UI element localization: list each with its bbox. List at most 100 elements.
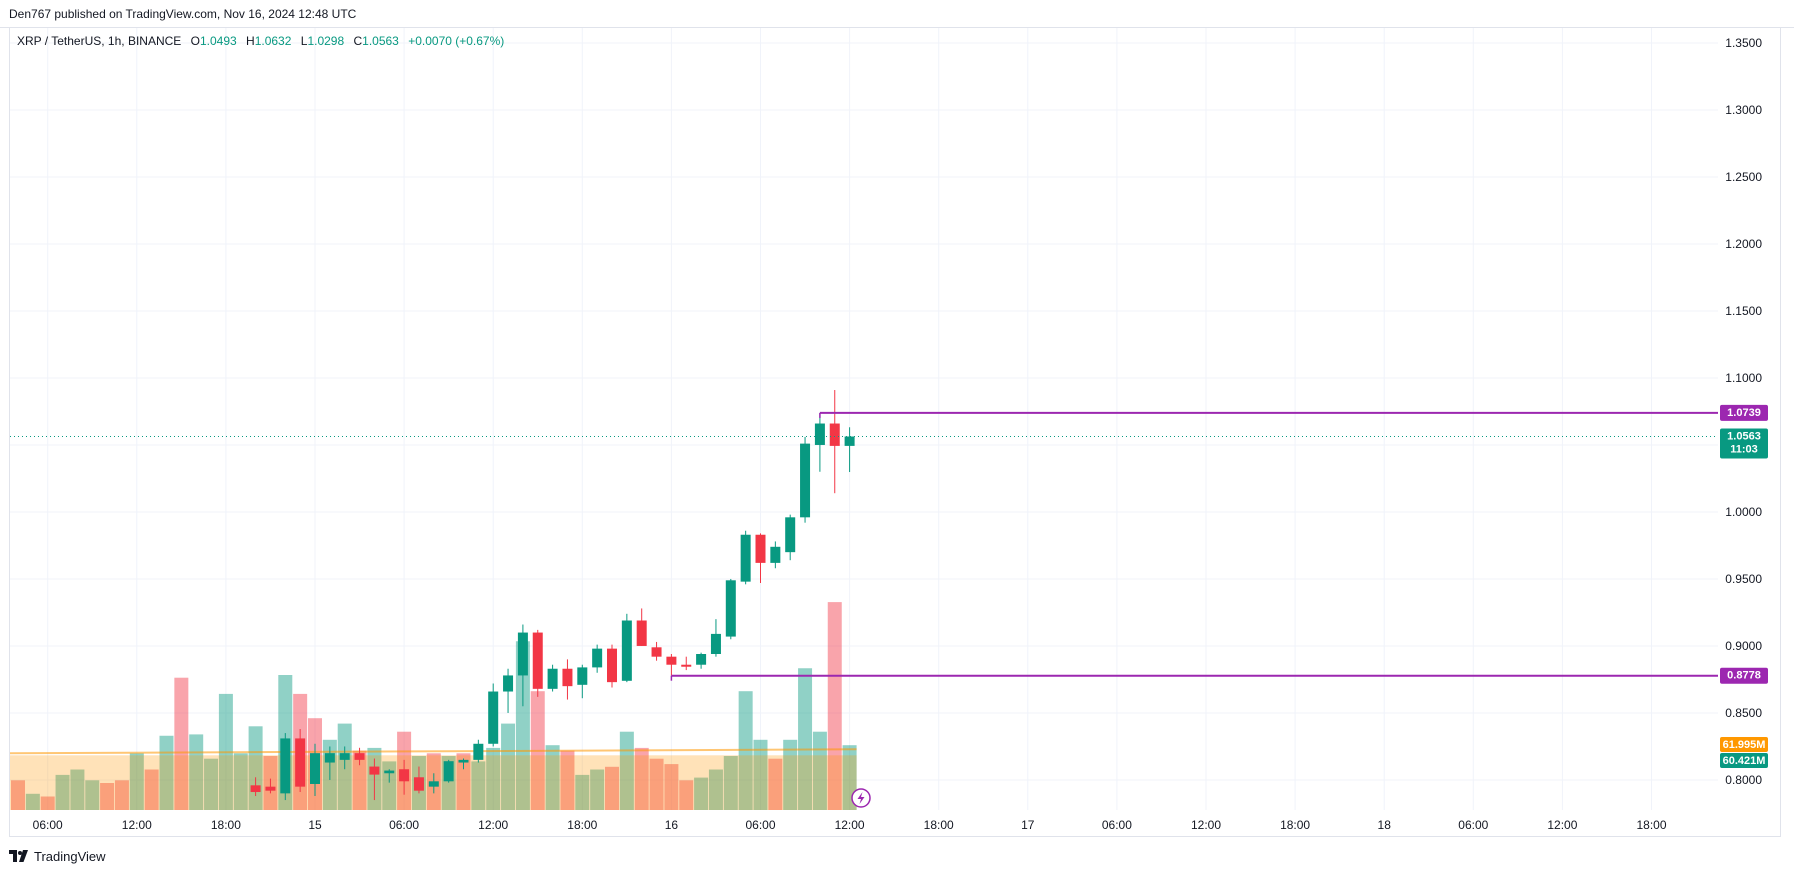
candle-body [814,423,825,445]
level-badge [1720,667,1768,684]
candle [310,743,320,797]
level-badge-text: 0.8778 [1727,670,1761,682]
volume-bar [40,796,55,810]
chart-frame[interactable] [9,27,1781,837]
time-tick-label: 12:00 [1191,818,1221,832]
candle [250,777,261,797]
time-tick-label: 12:00 [122,818,152,832]
candle-body [265,786,276,791]
volume-bar [100,783,115,810]
candle-body [413,777,424,791]
price-tick-label: 1.3000 [1725,103,1762,117]
candle-body [532,632,543,689]
candle [354,747,365,766]
volume-bar [708,769,723,810]
candle-body [844,436,855,446]
candle-body [295,738,306,787]
open-label: O [190,34,200,48]
time-tick-label: 06:00 [33,818,63,832]
candle-body [740,534,751,582]
candle-body [250,785,261,793]
publisher-note: Den767 published on TradingView.com, Nov… [9,7,357,21]
footer-brand[interactable]: TradingView [34,848,106,864]
volume-bar [174,677,189,810]
price-tick-label: 0.8500 [1725,706,1762,720]
price-tick-label: 1.3500 [1725,36,1762,50]
price-tick-label: 1.2500 [1725,170,1762,184]
candle [725,578,736,640]
candle-body [621,620,632,681]
price-tick-label: 1.2000 [1725,237,1762,251]
volume-bar [723,756,738,810]
candle [755,533,766,583]
volume-bar [204,758,219,810]
candle [532,629,543,697]
open-value: 1.0493 [199,34,237,48]
candle-body [310,753,320,784]
volume-badge-text: 60.421M [1723,755,1766,767]
time-tick-label: 12:00 [1547,818,1577,832]
change-value: +0.0070 (+0.67%) [408,34,505,48]
candle-body [547,668,558,689]
candle-body [636,620,647,646]
level-lines[interactable] [10,411,1718,681]
candle-body [800,443,811,518]
price-tick-label: 1.0000 [1725,505,1762,519]
candle-body [785,517,796,553]
time-axis[interactable]: 06:00 12:00 18:00 15 06:00 12:00 18:00 16 06:00 1… [33,818,1667,832]
time-tick-label: 17 [1021,818,1035,832]
volume-bar [144,769,159,810]
high-value: 1.0632 [254,34,292,48]
symbol-info[interactable]: XRP / TetherUS, 1h, BINANCE [17,34,182,48]
volume-bar [486,747,501,810]
volume-bar [85,780,100,810]
low-value: 1.0298 [307,34,345,48]
price-tick-label: 0.9000 [1725,639,1762,653]
price-tick-label: 0.8000 [1725,773,1762,787]
volume-bar [753,739,768,810]
candle-body [354,753,365,760]
high-label: H [246,34,255,48]
volume-bar [114,780,129,810]
symbol-legend: XRP / TetherUS, 1h, BINANCE O1.0493 H1.0… [17,34,504,48]
candle [710,619,721,657]
time-tick-label: 18 [1378,818,1392,832]
level-badge [1720,404,1768,421]
candle [696,652,707,669]
candle-body [696,654,707,665]
candle [413,766,424,794]
volume-bar [70,769,85,810]
candle [503,668,514,713]
candle-body [755,534,766,563]
candle-body [562,668,573,687]
realtime-flash-icon[interactable] [851,788,871,808]
volume-badge [1720,753,1768,768]
candle [369,758,380,801]
time-tick-label: 15 [308,818,322,832]
volume-bar [560,750,575,810]
time-tick-label: 06:00 [389,818,419,832]
candle [651,641,662,661]
candle-body [517,632,528,676]
candle [443,759,454,783]
volume-bar [25,793,40,810]
volume-bar [812,731,827,810]
volume-bar [11,780,25,810]
candle-body [770,546,781,563]
tradingview-logo-icon[interactable] [9,850,29,862]
close-value: 1.0563 [362,34,399,48]
volume-bar [233,753,248,810]
candle [339,746,350,770]
time-tick-label: 06:00 [745,818,775,832]
volume-bar [694,777,709,810]
candle [785,514,796,561]
candle [517,624,528,707]
candle [592,644,603,673]
candle [428,773,439,794]
volume-bar [456,753,471,810]
volume-bar [129,753,144,810]
candle-body [399,769,410,782]
candle-body [592,648,603,668]
volume-bar [664,764,679,810]
